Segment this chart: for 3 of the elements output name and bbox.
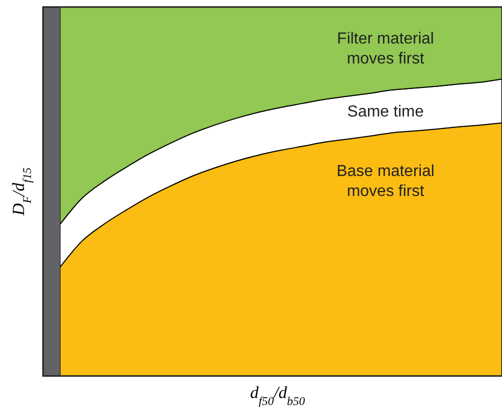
- series-label: Same time: [347, 103, 424, 120]
- series-label: Filter material moves first: [337, 30, 434, 68]
- series-label: Base material moves first: [336, 162, 434, 200]
